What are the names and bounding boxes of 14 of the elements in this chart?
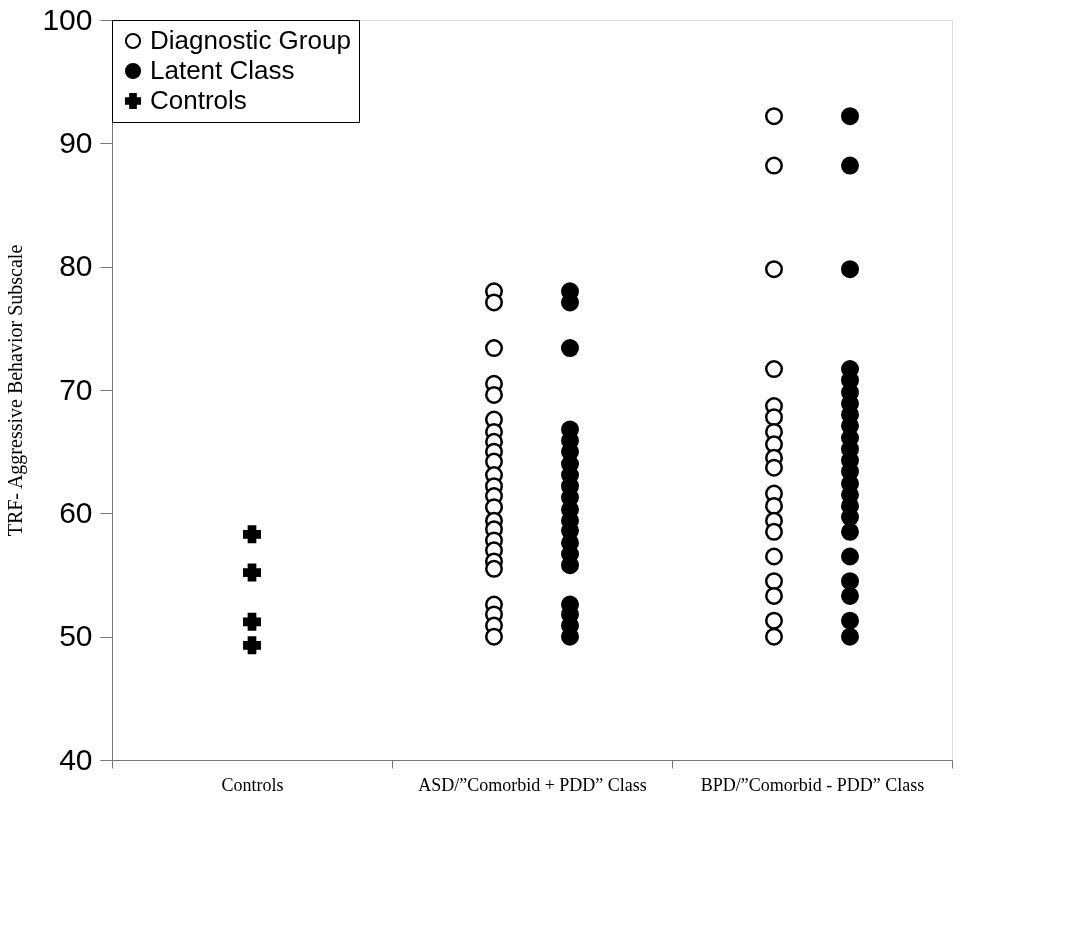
legend-label: Controls <box>150 85 247 115</box>
y-tick-label: 50 <box>59 619 93 653</box>
y-tick-label: 40 <box>59 742 93 776</box>
x-tick-label: BPD/”Comorbid - PDD” Class <box>700 774 925 795</box>
legend-label: Diagnostic Group <box>150 25 351 55</box>
legend-label: Latent Class <box>150 55 295 85</box>
x-tick-label: Controls <box>221 774 284 795</box>
x-tick-label: ASD/”Comorbid + PDD” Class <box>418 774 647 795</box>
y-tick-label: 100 <box>42 2 93 36</box>
y-tick-label: 80 <box>59 249 93 283</box>
y-tick-label: 90 <box>59 125 93 159</box>
y-tick-label: 70 <box>59 372 93 406</box>
y-axis-title: TRF- Aggressive Behavior Subscale <box>4 244 28 537</box>
y-tick-label: 60 <box>59 495 93 529</box>
